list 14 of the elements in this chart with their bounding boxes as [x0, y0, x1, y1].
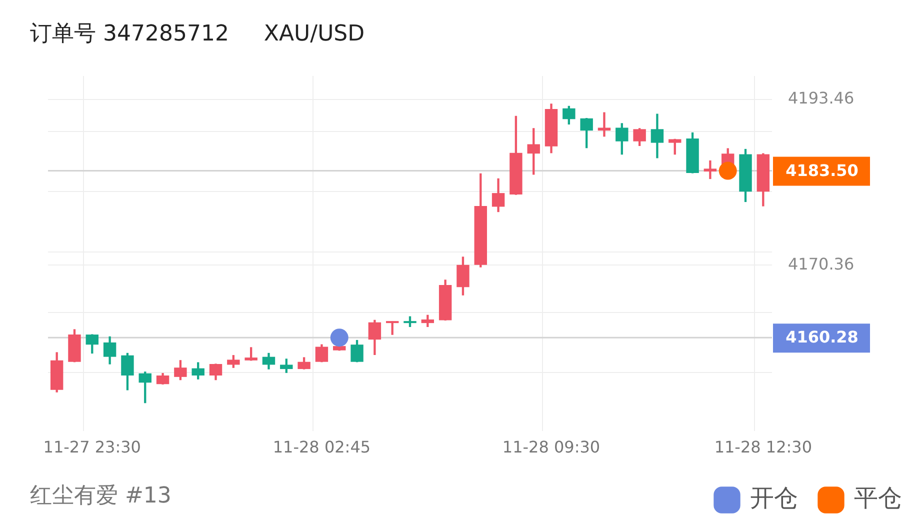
candlestick	[704, 160, 717, 180]
x-tick-label: 11-27 23:30	[43, 438, 141, 457]
x-tick-label: 11-28 12:30	[714, 438, 812, 457]
legend-label: 平仓	[854, 484, 902, 512]
x-tick-label: 11-28 02:45	[272, 438, 371, 457]
legend-label: 开仓	[750, 484, 798, 512]
x-tick-label: 11-28 09:30	[502, 438, 600, 457]
ref-line-label: 4160.28	[786, 328, 858, 347]
text: 红尘有爱 #13	[30, 484, 172, 509]
candlestick	[598, 112, 611, 137]
ref-line-label: 4183.50	[786, 160, 858, 180]
y-tick-label: 4170.36	[788, 254, 854, 274]
y-tick-label: 4193.46	[788, 88, 854, 108]
chart-title: 订单号 347285712 XAU/USD	[30, 22, 365, 47]
